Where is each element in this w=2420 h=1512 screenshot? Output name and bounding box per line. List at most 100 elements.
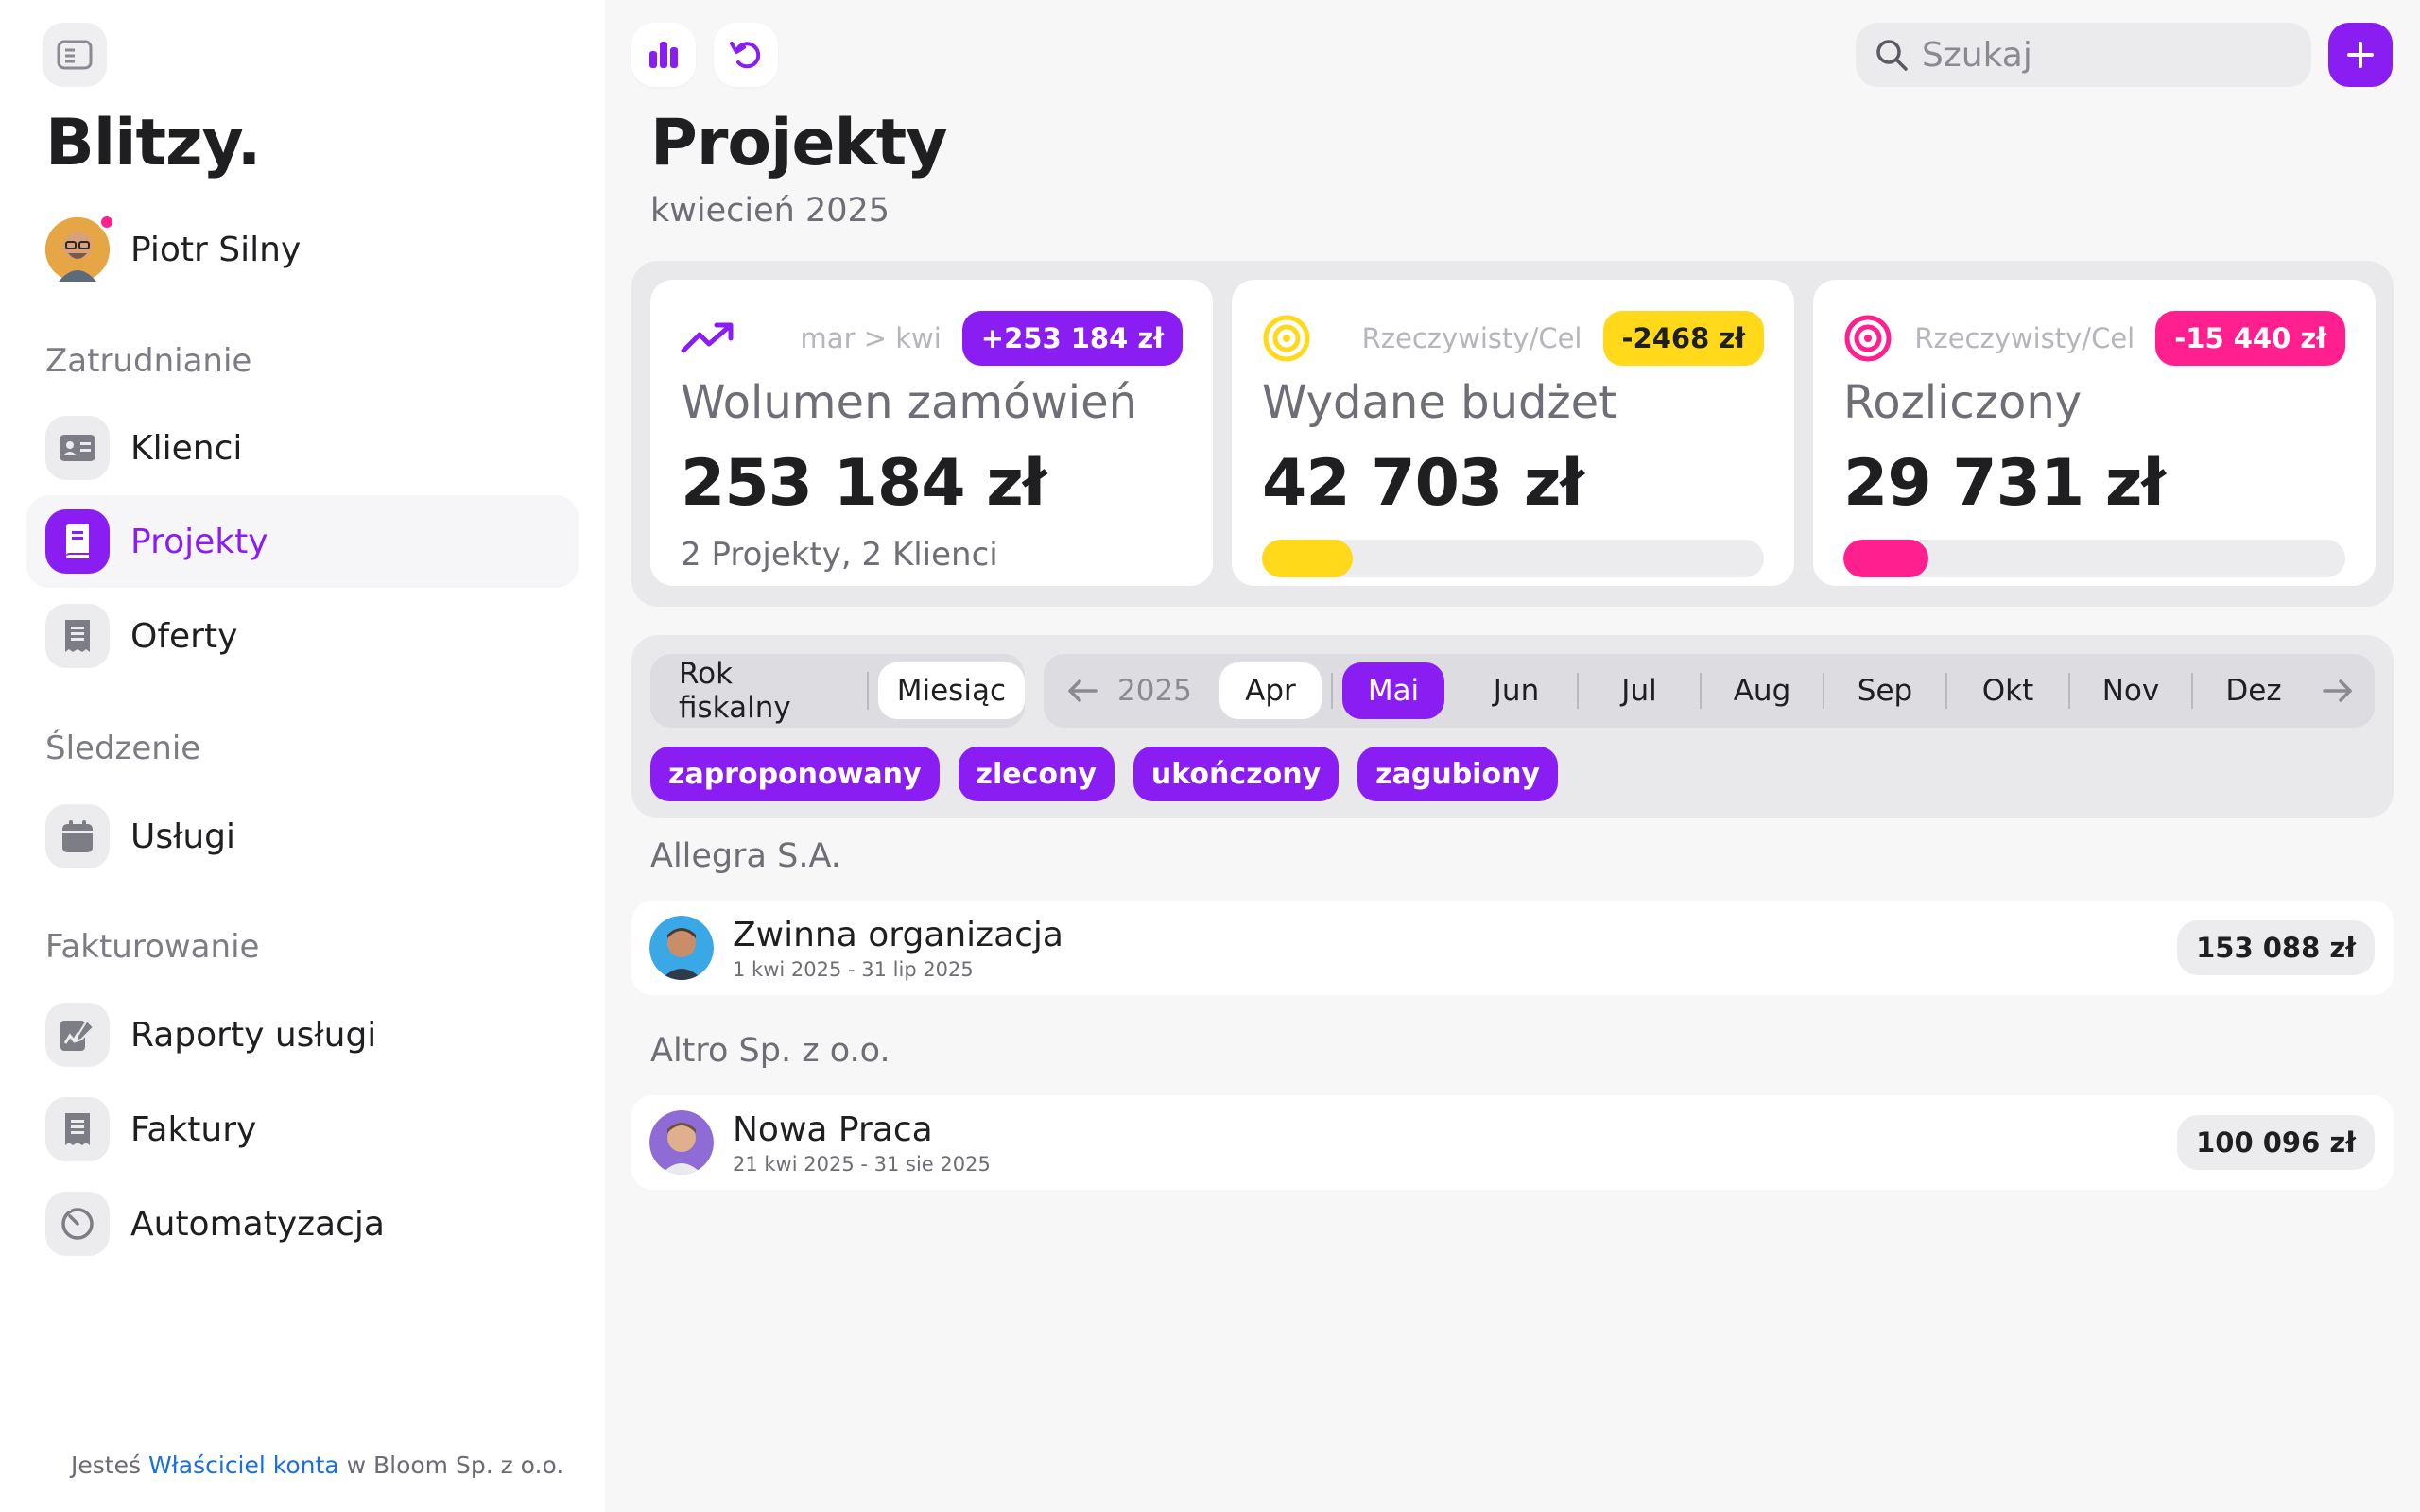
report-edit-icon: [60, 1019, 95, 1051]
divider: [1700, 673, 1702, 709]
account-role-link[interactable]: Właściciel konta: [147, 1452, 339, 1479]
period-option-month[interactable]: Miesiąc: [877, 662, 1025, 719]
refresh-button[interactable]: [714, 23, 778, 87]
status-chip-lost[interactable]: zagubiony: [1357, 747, 1558, 801]
add-button[interactable]: [2328, 23, 2393, 87]
project-row[interactable]: Nowa Praca 21 kwi 2025 - 31 sie 2025 100…: [631, 1095, 2394, 1190]
page-subtitle: kwiecień 2025: [650, 192, 890, 230]
month-okt[interactable]: Okt: [1981, 674, 2034, 708]
month-dez[interactable]: Dez: [2225, 674, 2282, 708]
avatar: [649, 1110, 714, 1175]
project-row[interactable]: Zwinna organizacja 1 kwi 2025 - 31 lip 2…: [631, 901, 2394, 995]
sidebar-item-service-reports[interactable]: Raporty usługi: [26, 988, 579, 1081]
target-icon: [1263, 315, 1310, 362]
progress-fill: [1262, 540, 1353, 577]
receipt-icon: [65, 620, 90, 652]
kpi-value: 253 184 zł: [681, 446, 1046, 521]
kpi-badge: +253 184 zł: [961, 311, 1183, 366]
month-jul[interactable]: Jul: [1621, 674, 1657, 708]
divider: [1331, 673, 1333, 709]
sidebar-toggle-button[interactable]: [43, 23, 107, 87]
month-mai[interactable]: Mai: [1342, 662, 1444, 719]
brand-logo: Blitzy.: [45, 106, 261, 180]
divider: [1945, 673, 1947, 709]
bar-chart-icon: [649, 42, 678, 68]
month-sep[interactable]: Sep: [1857, 674, 1913, 708]
project-dates: 1 kwi 2025 - 31 lip 2025: [733, 957, 974, 981]
divider: [1823, 673, 1824, 709]
sidebar-item-label: Raporty usługi: [130, 1015, 377, 1055]
calendar-icon: [62, 820, 93, 852]
year-prev-button[interactable]: 2025: [1066, 662, 1192, 719]
project-amount: 100 096 zł: [2177, 1115, 2375, 1170]
search-box[interactable]: [1856, 23, 2311, 87]
kpi-label: Wolumen zamówień: [681, 376, 1138, 429]
user-name: Piotr Silny: [130, 230, 302, 269]
month-aug[interactable]: Aug: [1733, 674, 1791, 708]
kpi-card-settled[interactable]: Rzeczywisty/Cel -15 440 zł Rozliczony 29…: [1813, 280, 2376, 586]
kpi-value: 29 731 zł: [1843, 446, 2166, 521]
stats-button[interactable]: [631, 23, 696, 87]
kpi-badge: -2468 zł: [1602, 311, 1764, 366]
kpi-hint: Rzeczywisty/Cel: [1914, 322, 2135, 354]
next-button[interactable]: [2322, 662, 2354, 719]
sidebar-item-label: Faktury: [130, 1109, 257, 1149]
kpi-card-order-volume[interactable]: mar > kwi +253 184 zł Wolumen zamówień 2…: [650, 280, 1213, 586]
sidebar-toggle-icon: [57, 40, 93, 70]
project-name: Nowa Praca: [733, 1109, 933, 1149]
avatar: [45, 214, 115, 282]
divider: [866, 672, 869, 710]
user-profile[interactable]: Piotr Silny: [45, 214, 302, 282]
project-amount: 153 088 zł: [2177, 920, 2375, 975]
undo-rotate-icon: [730, 42, 761, 69]
arrow-left-icon: [1068, 679, 1098, 702]
status-chip-proposed[interactable]: zaproponowany: [650, 747, 940, 801]
status-chip-ordered[interactable]: zlecony: [958, 747, 1115, 801]
sidebar-item-offers[interactable]: Oferty: [26, 590, 579, 682]
book-icon: [66, 524, 89, 558]
sidebar-item-projects[interactable]: Projekty: [26, 495, 579, 588]
id-card-icon: [60, 435, 95, 461]
divider: [1577, 673, 1579, 709]
trending-up-icon: [681, 322, 734, 353]
progress-bar: [1262, 540, 1764, 577]
client-group-title: Allegra S.A.: [650, 837, 841, 875]
avatar: [649, 916, 714, 980]
sidebar-item-clients[interactable]: Klienci: [26, 402, 579, 494]
timer-icon: [61, 1208, 94, 1240]
status-filter-chips: zaproponowany zlecony ukończony zagubion…: [650, 747, 1577, 801]
kpi-hint: Rzeczywisty/Cel: [1361, 322, 1582, 354]
sidebar-item-invoices[interactable]: Faktury: [26, 1083, 579, 1176]
period-type-toggle: Rok fiskalny Miesiąc: [650, 654, 1025, 728]
sidebar-item-services[interactable]: Usługi: [26, 790, 579, 883]
month-jun[interactable]: Jun: [1493, 674, 1540, 708]
filter-panel: Rok fiskalny Miesiąc 2025 Apr Mai Jun Ju…: [631, 635, 2394, 818]
year-label: 2025: [1117, 674, 1192, 708]
sidebar-item-label: Automatyzacja: [130, 1204, 385, 1244]
month-nov[interactable]: Nov: [2101, 674, 2160, 708]
month-selector: 2025 Apr Mai Jun Jul Aug Sep Okt Nov Dez: [1044, 654, 2375, 728]
kpi-value: 42 703 zł: [1262, 446, 1584, 521]
divider: [2068, 673, 2070, 709]
period-option-fiscal-year[interactable]: Rok fiskalny: [679, 657, 791, 725]
divider: [2191, 673, 2193, 709]
sidebar-item-label: Klienci: [130, 428, 243, 468]
sidebar-item-label: Usługi: [130, 816, 236, 856]
search-icon: [1876, 40, 1908, 71]
kpi-panel: mar > kwi +253 184 zł Wolumen zamówień 2…: [631, 261, 2394, 607]
project-name: Zwinna organizacja: [733, 915, 1063, 954]
footer-prefix: Jesteś: [71, 1452, 141, 1479]
account-role-note: Jesteś Właściciel konta w Bloom Sp. z o.…: [71, 1452, 563, 1479]
month-apr[interactable]: Apr: [1219, 662, 1322, 719]
search-input[interactable]: [1922, 35, 2281, 75]
sidebar-item-label: Projekty: [130, 522, 268, 561]
progress-fill: [1843, 540, 1929, 577]
client-group-title: Altro Sp. z o.o.: [650, 1032, 890, 1070]
sidebar-item-automation[interactable]: Automatyzacja: [26, 1177, 579, 1270]
invoice-icon: [65, 1113, 90, 1145]
sidebar-item-label: Oferty: [130, 616, 238, 656]
kpi-label: Wydane budżet: [1262, 376, 1617, 429]
status-chip-completed[interactable]: ukończony: [1132, 747, 1340, 801]
arrow-right-icon: [2323, 679, 2352, 702]
kpi-card-budget-spent[interactable]: Rzeczywisty/Cel -2468 zł Wydane budżet 4…: [1232, 280, 1794, 586]
